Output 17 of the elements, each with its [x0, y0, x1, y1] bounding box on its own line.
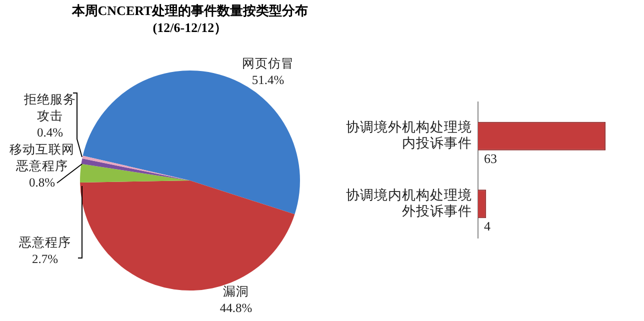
data-label: 4 — [484, 218, 491, 234]
data-label: 0.8% — [28, 175, 56, 190]
y-tick-label: 协调境内机构处理境外投诉事件 — [346, 187, 472, 219]
data-label: 2.7% — [32, 252, 58, 266]
slice-label: 漏洞 — [223, 284, 249, 298]
slice-label: 网页仿冒 — [242, 56, 294, 70]
y-tick-label: 协调境外机构处理境内投诉事件 — [346, 120, 472, 151]
category-label: 移动互联网 — [10, 142, 74, 156]
slice-label: 恶意程序 — [18, 234, 71, 250]
data-label: 44.8% — [220, 300, 252, 315]
chart-subtitle: (12/6-12/12） — [152, 19, 228, 36]
chart-title: 本周CNCERT处理的事件数量按类型分布 — [70, 2, 310, 19]
data-label: 0.4% — [36, 125, 64, 140]
data-label: 63 — [484, 150, 497, 166]
slice-label: 恶意程序 — [15, 158, 68, 173]
slice-label: 拒绝服务攻击 — [23, 92, 76, 123]
data-label: 51.4% — [252, 72, 284, 87]
